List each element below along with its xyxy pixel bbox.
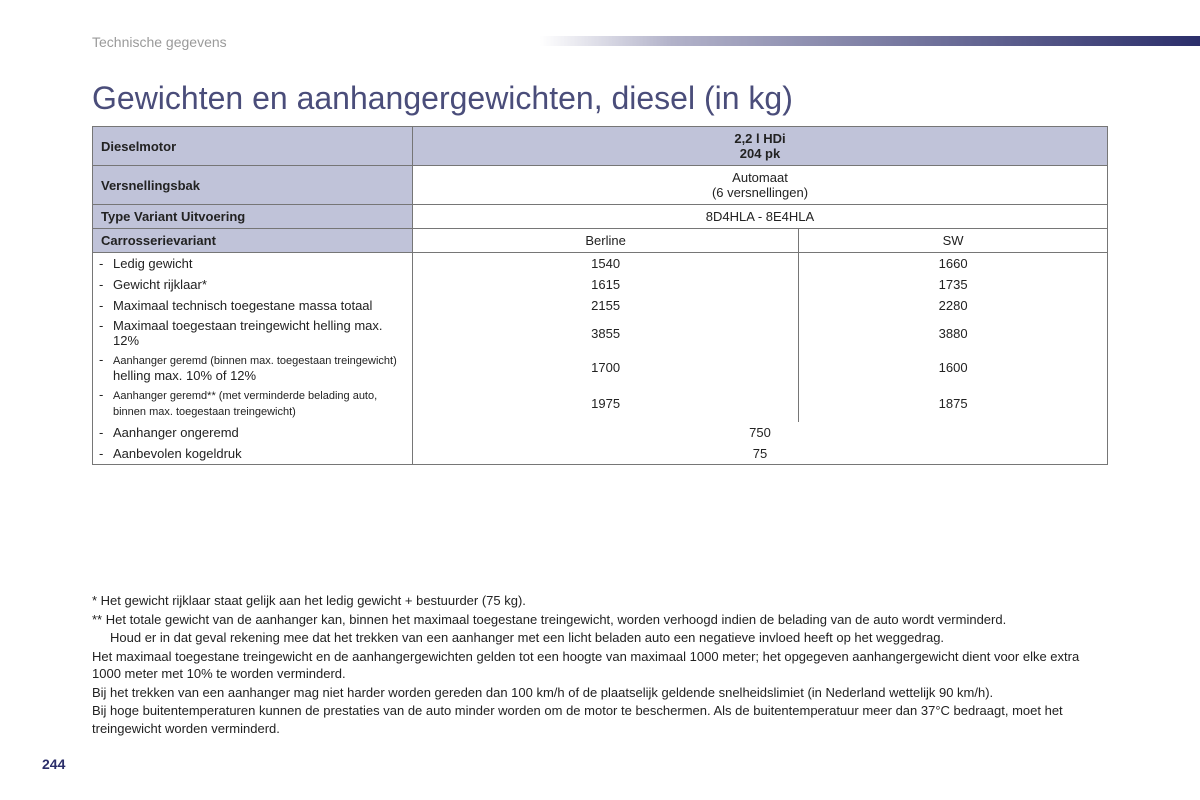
gearbox-line1: Automaat — [732, 170, 788, 185]
header-label-engine: Dieselmotor — [93, 127, 413, 166]
header-gradient-bar — [540, 36, 1200, 46]
row-label-text: Maximaal technisch toegestane massa tota… — [113, 298, 372, 313]
row-value: 1975 — [413, 385, 799, 421]
row-label: -Aanbevolen kogeldruk — [93, 443, 413, 465]
footnote-2b: Houd er in dat geval rekening mee dat he… — [92, 629, 1108, 647]
variant-label: Carrosserievariant — [93, 229, 413, 253]
row-label-text: Aanhanger ongeremd — [113, 425, 239, 440]
row-label: -Gewicht rijklaar* — [93, 274, 413, 295]
row-label-text: Maximaal toegestaan treingewicht helling… — [113, 318, 403, 348]
weights-table-container: Dieselmotor 2,2 l HDi 204 pk Versnelling… — [92, 126, 1108, 465]
table-row: -Aanbevolen kogeldruk75 — [93, 443, 1108, 465]
variant-col-0: Berline — [413, 229, 799, 253]
footnote-5: Bij hoge buitentemperaturen kunnen de pr… — [92, 702, 1108, 737]
bullet-icon: - — [99, 256, 113, 271]
row-value: 3855 — [413, 316, 799, 350]
row-label: -Aanhanger ongeremd — [93, 422, 413, 443]
table-row: -Maximaal technisch toegestane massa tot… — [93, 295, 1108, 316]
bullet-icon: - — [99, 446, 113, 461]
header-label-gearbox: Versnellingsbak — [93, 166, 413, 205]
table-row: -Aanhanger geremd** (met verminderde bel… — [93, 385, 1108, 421]
bullet-icon: - — [99, 425, 113, 440]
footnote-3: Het maximaal toegestane treingewicht en … — [92, 648, 1108, 683]
table-header-type: Type Variant Uitvoering 8D4HLA - 8E4HLA — [93, 205, 1108, 229]
row-value: 2155 — [413, 295, 799, 316]
row-label-text: Aanbevolen kogeldruk — [113, 446, 242, 461]
row-label: -Ledig gewicht — [93, 253, 413, 275]
gearbox-line2: (6 versnellingen) — [712, 185, 808, 200]
bullet-icon: - — [99, 277, 113, 292]
row-value: 1540 — [413, 253, 799, 275]
table-header-engine: Dieselmotor 2,2 l HDi 204 pk — [93, 127, 1108, 166]
row-label-text: Gewicht rijklaar* — [113, 277, 207, 292]
table-header-gearbox: Versnellingsbak Automaat (6 versnellinge… — [93, 166, 1108, 205]
header-label-type: Type Variant Uitvoering — [93, 205, 413, 229]
header-value-engine: 2,2 l HDi 204 pk — [413, 127, 1108, 166]
row-value: 1600 — [799, 350, 1108, 385]
row-value: 75 — [413, 443, 1108, 465]
engine-spec-line1: 2,2 l HDi — [734, 131, 785, 146]
page-number: 244 — [42, 756, 65, 772]
row-value: 1875 — [799, 385, 1108, 421]
row-value: 3880 — [799, 316, 1108, 350]
engine-spec-line2: 204 pk — [740, 146, 780, 161]
row-value: 2280 — [799, 295, 1108, 316]
bullet-icon: - — [99, 352, 113, 367]
table-row: -Aanhanger geremd (binnen max. toegestaa… — [93, 350, 1108, 385]
row-label: -Maximaal technisch toegestane massa tot… — [93, 295, 413, 316]
weights-table: Dieselmotor 2,2 l HDi 204 pk Versnelling… — [92, 126, 1108, 465]
page-title: Gewichten en aanhangergewichten, diesel … — [92, 80, 793, 117]
table-header-variant: Carrosserievariant Berline SW — [93, 229, 1108, 253]
row-value: 1735 — [799, 274, 1108, 295]
bullet-icon: - — [99, 298, 113, 313]
row-label-text: Aanhanger geremd** (met verminderde bela… — [113, 387, 403, 419]
section-label: Technische gegevens — [92, 34, 227, 50]
header-value-type: 8D4HLA - 8E4HLA — [413, 205, 1108, 229]
variant-col-1: SW — [799, 229, 1108, 253]
row-label-text: Ledig gewicht — [113, 256, 193, 271]
row-value: 1660 — [799, 253, 1108, 275]
bullet-icon: - — [99, 387, 113, 402]
footnote-4: Bij het trekken van een aanhanger mag ni… — [92, 684, 1108, 702]
table-row: -Aanhanger ongeremd750 — [93, 422, 1108, 443]
header-value-gearbox: Automaat (6 versnellingen) — [413, 166, 1108, 205]
row-label-text: Aanhanger geremd (binnen max. toegestaan… — [113, 352, 397, 383]
table-row: -Ledig gewicht15401660 — [93, 253, 1108, 275]
footnote-2: ** Het totale gewicht van de aanhanger k… — [92, 611, 1108, 629]
footnote-1: * Het gewicht rijklaar staat gelijk aan … — [92, 592, 1108, 610]
row-label: -Aanhanger geremd** (met verminderde bel… — [93, 385, 413, 421]
row-value: 750 — [413, 422, 1108, 443]
row-label: -Maximaal toegestaan treingewicht hellin… — [93, 316, 413, 350]
row-value: 1700 — [413, 350, 799, 385]
bullet-icon: - — [99, 318, 113, 333]
row-label: -Aanhanger geremd (binnen max. toegestaa… — [93, 350, 413, 385]
footnotes: * Het gewicht rijklaar staat gelijk aan … — [92, 592, 1108, 738]
type-code: 8D4HLA - 8E4HLA — [706, 209, 814, 224]
table-row: -Gewicht rijklaar*16151735 — [93, 274, 1108, 295]
row-value: 1615 — [413, 274, 799, 295]
table-row: -Maximaal toegestaan treingewicht hellin… — [93, 316, 1108, 350]
